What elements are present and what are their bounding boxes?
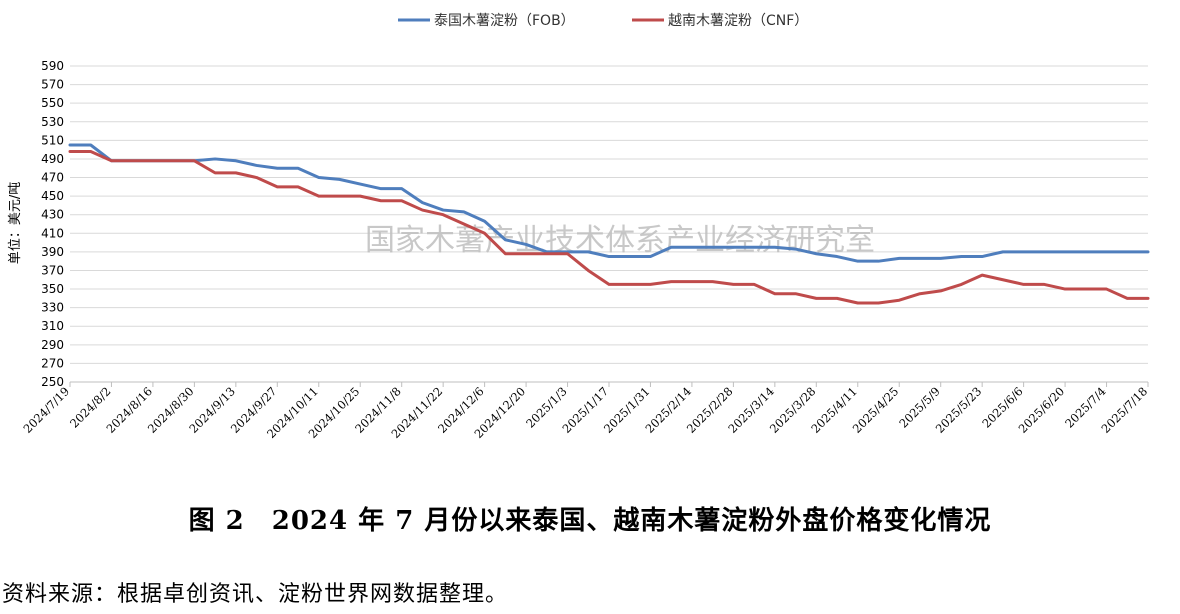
y-tick-label: 310 — [41, 319, 64, 333]
y-axis-label: 单位：美元/吨 — [8, 182, 23, 264]
line-chart: 250 270 290 310 330 350 370 390 410 430 450 470 490 5… — [8, 13, 1151, 441]
legend-label-thai: 泰国木薯淀粉（FOB） — [434, 13, 575, 29]
grid-lines — [70, 65, 1148, 364]
y-tick-label: 290 — [41, 338, 64, 352]
y-tick-label: 470 — [41, 171, 64, 185]
watermark: 国家木薯产业技术体系产业经济研究室 — [365, 223, 875, 258]
axes — [69, 381, 1149, 387]
y-tick-label: 490 — [41, 152, 64, 166]
legend: 泰国木薯淀粉（FOB） 越南木薯淀粉（CNF） — [398, 13, 808, 29]
source-note: 资料来源：根据卓创资讯、淀粉世界网数据整理。 — [2, 582, 509, 607]
y-tick-labels: 250 270 290 310 330 350 370 390 410 430 450 470 490 5… — [41, 59, 64, 389]
y-tick-label: 430 — [41, 208, 64, 222]
y-tick-label: 330 — [41, 301, 64, 315]
x-tick-label: 2024/7/19 — [21, 384, 73, 436]
y-tick-label: 410 — [41, 226, 64, 240]
figure-caption: 图 2 2024 年 7 月份以来泰国、越南木薯淀粉外盘价格变化情况 — [188, 506, 992, 536]
series-lines — [68, 143, 1150, 305]
y-tick-label: 250 — [41, 375, 64, 389]
y-tick-label: 450 — [41, 189, 64, 203]
y-tick-label: 550 — [41, 96, 64, 110]
legend-label-vietnam: 越南木薯淀粉（CNF） — [668, 13, 808, 29]
y-tick-label: 390 — [41, 245, 64, 259]
y-tick-label: 270 — [41, 356, 64, 370]
y-tick-label: 350 — [41, 282, 64, 296]
y-tick-label: 370 — [41, 263, 64, 277]
y-tick-label: 570 — [41, 78, 64, 92]
y-tick-label: 510 — [41, 133, 64, 147]
x-tick-labels: 2024/7/192024/8/22024/8/162024/8/302024/… — [21, 384, 1151, 441]
y-tick-label: 530 — [41, 115, 64, 129]
series-line-vietnam — [68, 150, 1150, 305]
series-line-thai — [68, 143, 1150, 263]
y-tick-label: 590 — [41, 59, 64, 73]
